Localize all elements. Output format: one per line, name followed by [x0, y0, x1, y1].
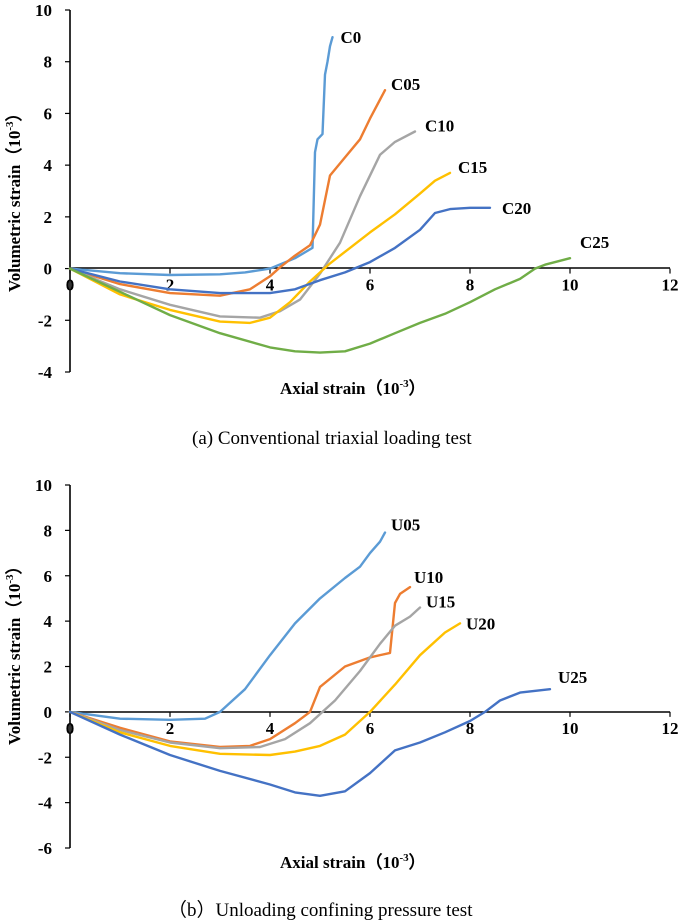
- chart-a-y-axis-label-end: ）: [4, 105, 24, 122]
- chart-b-x-axis-label-sup: -3: [399, 852, 409, 864]
- series-line-u25: [68, 688, 552, 797]
- chart-b-x-axis-label-end: ）: [409, 852, 426, 872]
- series-label-u05: U05: [391, 516, 420, 535]
- series-line-c0: [68, 36, 334, 277]
- chart-a-x-axis-label-end: ）: [409, 378, 426, 398]
- y-tick-label: 10: [35, 1, 52, 20]
- series-line-u20: [68, 622, 462, 757]
- y-tick-label: 10: [35, 476, 52, 495]
- series-line-u15: [68, 606, 422, 750]
- series-label-c0: C0: [341, 28, 362, 47]
- chart-a-y-axis-label-text: Volumetric strain（10: [4, 131, 24, 292]
- y-tick-label: -2: [38, 748, 52, 767]
- y-tick-label: 2: [44, 208, 53, 227]
- series-line-u05: [68, 531, 387, 721]
- y-tick-label: 8: [44, 521, 53, 540]
- chart-a-x-axis-label: Axial strain（10-3）: [280, 378, 426, 398]
- y-tick-label: 6: [44, 567, 53, 586]
- x-tick-label: 6: [366, 276, 375, 295]
- y-tick-label: -6: [38, 839, 52, 858]
- x-tick-label: 8: [466, 719, 475, 738]
- y-tick-label: -4: [38, 794, 53, 813]
- chart-a-y-axis-label-sup: -3: [4, 121, 16, 131]
- chart-b-x-axis-label-text: Axial strain（10: [280, 852, 399, 872]
- x-tick-label: 0: [66, 719, 75, 738]
- chart-b-y-axis-label: Volumetric strain（10-3）: [4, 558, 24, 746]
- series-label-u20: U20: [466, 614, 495, 633]
- series-line-c10: [68, 130, 417, 319]
- chart-a-series-group: C0 C05 C10 C15 C20 C25: [68, 28, 609, 354]
- x-tick-label: 8: [466, 276, 475, 295]
- x-tick-label: 10: [562, 276, 579, 295]
- chart-b-y-axis-label-text: Volumetric strain（10: [4, 584, 24, 745]
- x-tick-label: 12: [662, 719, 679, 738]
- chart-b-y-axis-label-end: ）: [4, 558, 24, 575]
- series-label-c25: C25: [580, 233, 609, 252]
- y-tick-label: 6: [44, 104, 53, 123]
- series-label-c15: C15: [458, 158, 487, 177]
- series-line-c20: [68, 206, 492, 295]
- series-line-c25: [68, 257, 572, 354]
- series-label-u25: U25: [558, 668, 587, 687]
- y-tick-label: 0: [44, 703, 53, 722]
- chart-a-caption: (a) Conventional triaxial loading test: [192, 428, 472, 449]
- x-tick-label: 12: [662, 276, 679, 295]
- chart-b-ticks: 0 2 4 6 8 10 12 -6 -4 -2 0 2 4 6 8 10: [35, 476, 679, 858]
- chart-b-x-axis-label: Axial strain（10-3）: [280, 852, 426, 872]
- series-label-c05: C05: [391, 75, 420, 94]
- x-tick-label: 4: [266, 719, 275, 738]
- chart-a-y-axis-label: Volumetric strain（10-3）: [4, 105, 24, 293]
- x-tick-label: 2: [166, 719, 175, 738]
- series-line-c15: [68, 171, 452, 325]
- x-tick-label: 2: [166, 276, 175, 295]
- y-tick-label: 4: [44, 612, 53, 631]
- chart-b-series-group: U05 U10 U15 U20 U25: [68, 516, 587, 797]
- chart-a-ticks: 0 2 4 6 8 10 12 -4 -2 0 2 4 6 8 10: [35, 1, 679, 382]
- chart-b-caption: （b）Unloading confining pressure test: [168, 899, 473, 921]
- chart-a: 0 2 4 6 8 10 12 -4 -2 0 2 4 6 8 10 C0 C05 C10 C15 C20 C25 A…: [4, 1, 679, 449]
- chart-b-y-axis-label-sup: -3: [4, 574, 16, 584]
- y-tick-label: 4: [44, 156, 53, 175]
- series-label-u10: U10: [414, 568, 443, 587]
- y-tick-label: 8: [44, 53, 53, 72]
- y-tick-label: -2: [38, 311, 52, 330]
- series-label-u15: U15: [426, 593, 455, 612]
- chart-a-x-axis-label-text: Axial strain（10: [280, 378, 399, 398]
- series-label-c10: C10: [425, 117, 454, 136]
- y-tick-label: -4: [38, 363, 53, 382]
- x-tick-label: 10: [562, 719, 579, 738]
- chart-b: 0 2 4 6 8 10 12 -6 -4 -2 0 2 4 6 8 10 U05 U10 U15 U20 U25 A…: [4, 476, 679, 921]
- series-line-c05: [68, 88, 387, 297]
- x-tick-label: 4: [266, 276, 275, 295]
- x-tick-label: 6: [366, 719, 375, 738]
- series-label-c20: C20: [502, 199, 531, 218]
- y-tick-label: 2: [44, 658, 53, 677]
- x-tick-label: 0: [66, 276, 75, 295]
- y-tick-label: 0: [44, 260, 53, 279]
- chart-a-x-axis-label-sup: -3: [399, 378, 409, 390]
